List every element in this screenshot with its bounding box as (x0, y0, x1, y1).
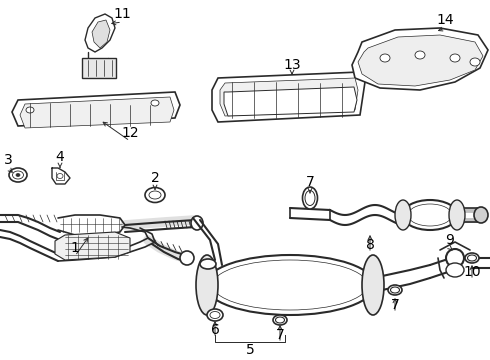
Ellipse shape (196, 255, 218, 315)
Ellipse shape (467, 255, 476, 261)
Ellipse shape (145, 188, 165, 202)
Polygon shape (212, 72, 365, 122)
Ellipse shape (395, 200, 411, 230)
Ellipse shape (446, 263, 464, 277)
Text: 1: 1 (71, 241, 79, 255)
Text: 7: 7 (306, 175, 315, 189)
Ellipse shape (449, 200, 465, 230)
Polygon shape (20, 97, 174, 128)
Polygon shape (92, 20, 110, 48)
Ellipse shape (302, 187, 318, 209)
Ellipse shape (180, 251, 194, 265)
Ellipse shape (191, 216, 203, 230)
Text: 11: 11 (113, 7, 131, 21)
Ellipse shape (151, 100, 159, 106)
Polygon shape (85, 14, 115, 52)
Ellipse shape (305, 190, 315, 206)
Ellipse shape (446, 249, 464, 267)
Ellipse shape (362, 255, 384, 315)
Ellipse shape (210, 311, 220, 319)
Ellipse shape (450, 54, 460, 62)
Ellipse shape (470, 58, 480, 66)
Ellipse shape (200, 259, 216, 269)
Ellipse shape (13, 171, 24, 179)
Text: 9: 9 (445, 233, 454, 247)
Ellipse shape (205, 255, 375, 315)
Text: 7: 7 (275, 328, 284, 342)
Text: 2: 2 (150, 171, 159, 185)
Ellipse shape (16, 174, 20, 176)
Text: 4: 4 (56, 150, 64, 164)
Ellipse shape (26, 107, 34, 113)
Ellipse shape (391, 287, 399, 293)
Ellipse shape (388, 285, 402, 295)
Polygon shape (358, 35, 483, 86)
Polygon shape (12, 92, 180, 126)
Ellipse shape (402, 200, 458, 230)
Ellipse shape (149, 191, 161, 199)
Ellipse shape (415, 51, 425, 59)
Ellipse shape (207, 309, 223, 321)
Polygon shape (352, 28, 488, 90)
Ellipse shape (474, 207, 488, 223)
Ellipse shape (408, 204, 452, 226)
Polygon shape (55, 232, 130, 260)
Ellipse shape (9, 168, 27, 182)
Ellipse shape (213, 260, 368, 310)
Polygon shape (82, 58, 116, 78)
Text: 6: 6 (211, 323, 220, 337)
Polygon shape (224, 87, 357, 116)
Text: 12: 12 (121, 126, 139, 140)
Text: 10: 10 (463, 265, 481, 279)
Text: 7: 7 (391, 298, 399, 312)
Text: 13: 13 (283, 58, 301, 72)
Ellipse shape (57, 174, 63, 179)
Text: 3: 3 (3, 153, 12, 167)
Text: 5: 5 (245, 343, 254, 357)
Text: 8: 8 (366, 238, 374, 252)
Text: 14: 14 (436, 13, 454, 27)
Ellipse shape (380, 54, 390, 62)
Ellipse shape (275, 317, 285, 323)
Ellipse shape (465, 253, 479, 263)
Ellipse shape (273, 315, 287, 325)
Polygon shape (220, 78, 358, 116)
